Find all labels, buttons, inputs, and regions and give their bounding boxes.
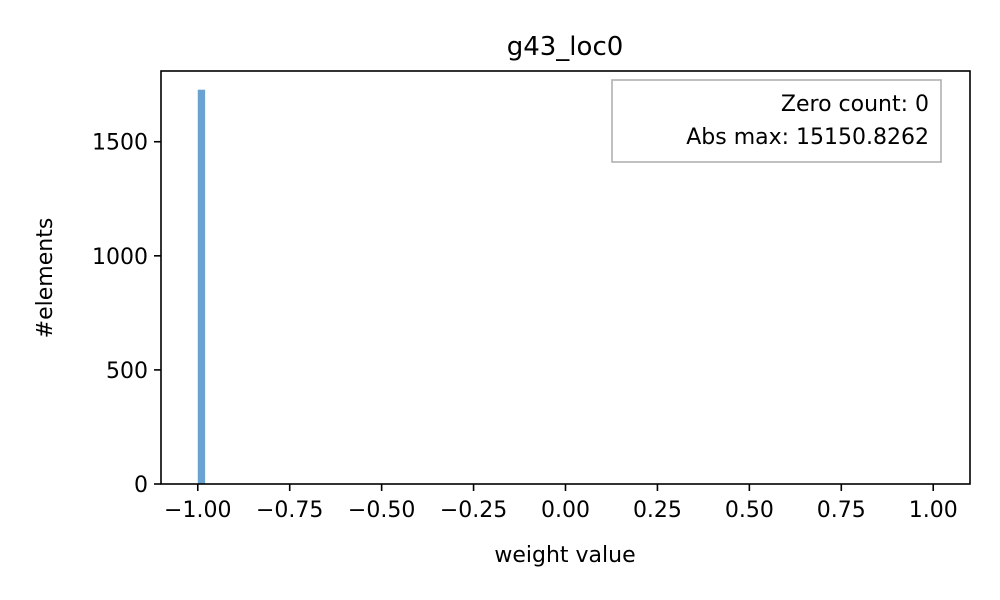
bars-group [197, 89, 206, 484]
x-tick-label: 0.25 [633, 498, 682, 523]
x-axis-ticks: −1.00 −0.75 −0.50 −0.25 0.00 0.25 0.50 0.75 1.00 [164, 484, 958, 523]
chart-title: g43_loc0 [507, 32, 624, 62]
annotation-zero-count: Zero count: 0 [781, 92, 929, 117]
histogram-bar-0 [197, 89, 206, 484]
x-tick-label: 0.75 [817, 498, 866, 523]
annotation-frame [611, 79, 942, 163]
y-tick-label: 1000 [92, 245, 148, 270]
x-tick-label: 0.00 [541, 498, 590, 523]
y-tick-label: 1500 [92, 131, 148, 156]
y-tick-label: 500 [106, 359, 148, 384]
annotation-abs-max: Abs max: 15150.8262 [686, 125, 929, 150]
x-tick-label: −0.25 [440, 498, 507, 523]
x-tick-label: −0.50 [348, 498, 415, 523]
x-tick-label: 0.50 [725, 498, 774, 523]
x-tick-label: −0.75 [256, 498, 323, 523]
stats-annotation-box: Zero count: 0 Abs max: 15150.8262 [611, 79, 942, 163]
y-axis-ticks: 0 500 1000 1500 [92, 131, 161, 498]
y-axis-label: #elements [33, 218, 58, 339]
x-axis-label: weight value [494, 543, 635, 568]
x-tick-label: −1.00 [164, 498, 231, 523]
x-tick-label: 1.00 [909, 498, 958, 523]
y-tick-label: 0 [134, 473, 148, 498]
